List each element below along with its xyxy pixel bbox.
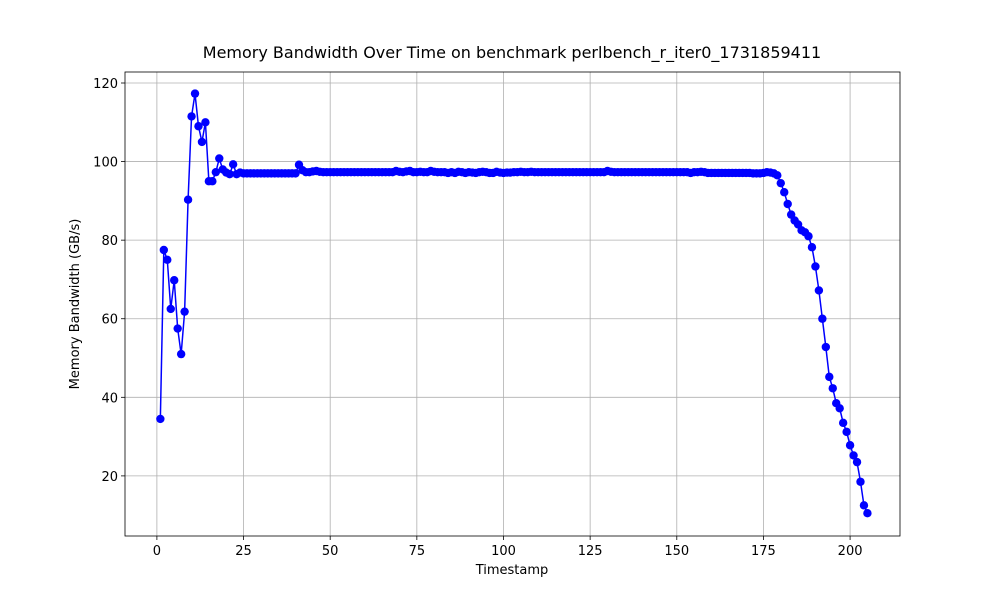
data-point [194,122,203,131]
x-tick-label: 150 [664,544,689,559]
data-point [859,501,869,510]
data-line [159,93,869,514]
plot-frame [124,71,901,537]
data-point [201,118,210,127]
x-tick-label: 175 [751,544,776,559]
data-point [170,276,179,285]
data-point [828,384,837,393]
data-point [835,404,844,413]
y-axis-label: Memory Bandwidth (GB/s) [68,219,83,390]
data-point [156,414,165,424]
data-point [197,137,207,147]
y-tick-label: 120 [93,77,118,92]
data-point [180,307,189,316]
data-point [852,457,862,467]
x-tick-label: 75 [409,544,426,559]
data-point [176,349,186,359]
data-point [225,169,234,179]
data-point [821,342,831,352]
data-point [163,255,172,265]
data-point [807,243,817,252]
data-point [845,441,855,450]
data-point [825,372,834,382]
data-point [856,477,865,486]
data-point [811,262,820,271]
data-point [818,314,827,323]
data-point [804,232,813,241]
data-point [187,112,196,121]
y-tick-label: 20 [101,470,118,485]
x-tick-label: 50 [322,544,339,559]
data-point [173,324,182,333]
chart-title: Memory Bandwidth Over Time on benchmark … [203,43,821,63]
data-point [838,418,848,428]
x-tick-label: 200 [838,544,863,559]
data-point [776,178,785,188]
x-axis-label: Timestamp [475,563,549,578]
data-point [849,451,858,460]
data-point [228,160,238,169]
y-tick-label: 60 [101,313,118,328]
x-tick-label: 100 [491,544,516,559]
data-point [183,195,193,204]
data-point [211,167,221,177]
data-point [291,169,300,178]
data-point [159,245,169,255]
data-point [166,304,175,314]
data-point [215,154,224,163]
x-tick-label: 0 [153,544,161,559]
data-point [190,89,200,98]
data-point [863,509,872,518]
data-point [814,286,824,295]
y-tick-label: 100 [93,156,118,171]
data-point [780,188,789,197]
y-tick-label: 40 [101,391,118,406]
x-tick-label: 25 [235,544,252,559]
y-tick-label: 80 [101,234,118,249]
data-point [783,199,792,209]
data-point [773,171,782,180]
data-point [842,427,851,437]
data-point [208,177,217,186]
x-tick-label: 125 [578,544,603,559]
